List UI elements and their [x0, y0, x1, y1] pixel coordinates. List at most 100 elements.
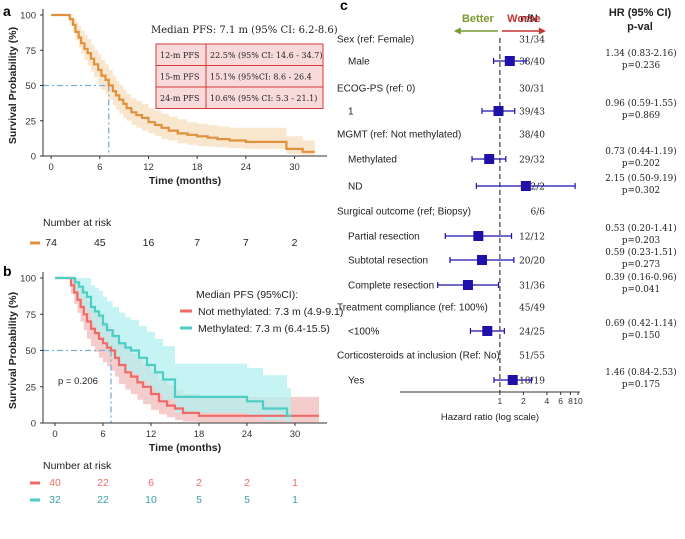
x-tick-label: 30 [289, 162, 300, 173]
row-n: 20/20 [519, 257, 545, 267]
hr-text: 0.53 (0.20-1.41) [605, 223, 676, 234]
legend-entry-0: Not methylated: 7.3 m (4.9-9.1) [198, 306, 343, 318]
legend-title: Median PFS (95%CI): [196, 289, 298, 301]
forest-x-tick-label: 4 [545, 396, 550, 406]
row-n: 38/40 [519, 131, 545, 141]
p-text: p=0.041 [622, 285, 660, 295]
median-pfs-label: Median PFS: 7.1 m (95% CI: 6.2-8.6) [151, 25, 338, 36]
p-text: p=0.302 [622, 186, 660, 196]
x-tick-label: 30 [290, 429, 301, 440]
x-axis-title: Time (months) [149, 175, 221, 187]
hr-marker [493, 106, 504, 116]
row-label: Subtotal resection [348, 256, 428, 267]
x-axis-title: Time (months) [149, 442, 221, 454]
pfs-table-label: 15-m PFS [160, 73, 199, 82]
p-text: p=0.175 [622, 380, 660, 390]
p-text: p=0.273 [622, 260, 660, 270]
row-n: 51/55 [519, 352, 545, 362]
hr-marker [462, 280, 473, 290]
pfs-table-value: 15.1% (95%CI: 8.6 - 26.4 [210, 73, 312, 82]
risk-count: 2 [196, 477, 202, 489]
survival-line-0 [51, 13, 315, 153]
risk-count: 45 [94, 237, 106, 249]
panel-label-a: a [3, 3, 11, 19]
p-value: p = 0.206 [58, 376, 98, 387]
pfs-table-label: 24-m PFS [160, 94, 199, 103]
hr-marker [507, 375, 518, 385]
hr-marker [504, 56, 515, 66]
risk-count: 5 [244, 494, 250, 506]
hr-text: 1.34 (0.83-2.16) [605, 48, 676, 59]
risk-count: 74 [45, 237, 57, 249]
legend-entry-1: Methylated: 7.3 m (6.4-15.5) [198, 323, 330, 335]
hr-text: 0.39 (0.16-0.96) [605, 272, 676, 283]
risk-count: 1 [292, 494, 298, 506]
hr-text: 0.96 (0.59-1.55) [605, 98, 676, 109]
row-n: 6/6 [531, 208, 546, 218]
risk-count: 2 [292, 237, 298, 249]
y-axis-title: Survival Probability (%) [7, 292, 19, 409]
row-n: 38/40 [519, 58, 545, 68]
pfs-table-value: 10.6% (95% CI: 5.3 - 21.1) [210, 94, 317, 103]
row-n: 30/31 [519, 85, 545, 95]
ci-band-1 [55, 278, 291, 423]
row-n: 45/49 [519, 304, 545, 314]
row-n: 31/34 [519, 36, 545, 46]
row-label: <100% [348, 327, 380, 338]
x-tick-label: 0 [52, 429, 57, 440]
row-label: Corticosteroids at inclusion (Ref: No) [337, 351, 500, 362]
risk-count: 5 [196, 494, 202, 506]
hr-text: 0.69 (0.42-1.14) [605, 318, 676, 329]
hr-marker [473, 231, 484, 241]
x-tick-label: 18 [192, 162, 203, 173]
p-text: p=0.236 [622, 61, 661, 71]
row-label: Yes [348, 376, 364, 387]
forest-x-tick-label: 1 [498, 396, 503, 406]
x-tick-label: 18 [194, 429, 205, 440]
row-label: Complete resection [348, 281, 434, 292]
hr-text: 0.59 (0.23-1.51) [605, 247, 676, 258]
hr-text: 0.73 (0.44-1.19) [605, 146, 676, 157]
risk-count: 6 [148, 477, 154, 489]
risk-count: 22 [97, 494, 109, 506]
survival-line-0 [55, 276, 319, 417]
row-label: Sex (ref: Female) [337, 35, 414, 46]
survival-line-1 [55, 276, 291, 417]
worse-arrow-head [538, 27, 546, 35]
y-axis-title: Survival Probability (%) [7, 27, 19, 144]
x-tick-label: 6 [97, 162, 102, 173]
pfs-table-label: 12-m PFS [160, 51, 199, 60]
hr-marker [520, 181, 531, 191]
risk-count: 32 [49, 494, 61, 506]
row-n: 24/25 [519, 328, 545, 338]
row-label: ECOG-PS (ref: 0) [337, 84, 415, 95]
y-tick-label: 75 [25, 46, 36, 57]
row-label: Methylated [348, 155, 397, 166]
x-tick-label: 24 [241, 162, 252, 173]
risk-count: 7 [243, 237, 249, 249]
p-text: p=0.202 [622, 159, 660, 169]
x-tick-label: 6 [100, 429, 105, 440]
panel-label-b: b [3, 263, 12, 279]
pfs-table [155, 43, 324, 109]
row-label: Surgical outcome (ref; Biopsy) [337, 207, 471, 218]
hr-text: 2.15 (0.50-9.19) [605, 173, 676, 184]
n-header: n/N [520, 13, 538, 25]
row-n: 39/43 [519, 108, 545, 118]
y-tick-label: 100 [20, 274, 36, 285]
y-tick-label: 50 [25, 81, 36, 92]
y-tick-label: 25 [25, 382, 36, 393]
panel-label-c: c [340, 0, 348, 13]
risk-count: 2 [244, 477, 250, 489]
y-tick-label: 100 [20, 11, 36, 22]
row-label: Male [348, 57, 370, 68]
hr-header: HR (95% CI) [609, 7, 672, 19]
y-tick-label: 25 [25, 116, 36, 127]
x-tick-label: 24 [242, 429, 253, 440]
row-label: Treatment compliance (ref: 100%) [337, 303, 488, 314]
row-n: 12/12 [519, 233, 545, 243]
hr-text: 1.46 (0.84-2.53) [605, 367, 676, 378]
forest-x-tick-label: 6 [558, 396, 563, 406]
risk-count: 16 [143, 237, 155, 249]
